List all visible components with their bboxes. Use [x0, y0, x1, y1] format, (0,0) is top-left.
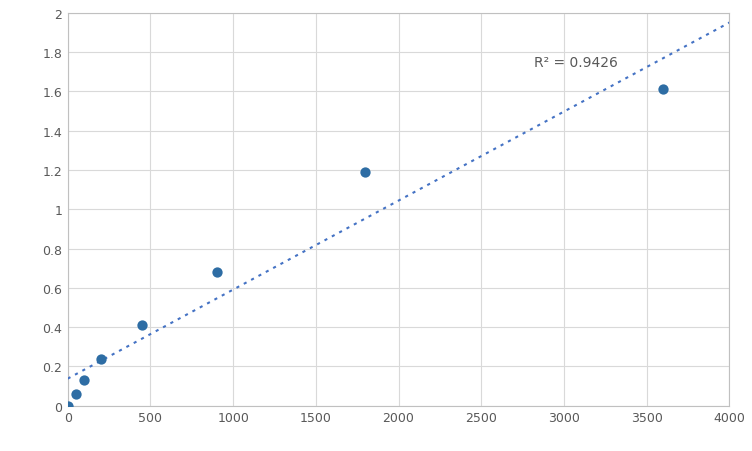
Point	[62, 402, 74, 410]
Point	[70, 391, 82, 398]
Point	[657, 87, 669, 94]
Text: R² = 0.9426: R² = 0.9426	[534, 55, 618, 69]
Point	[95, 355, 107, 363]
Point	[136, 322, 148, 329]
Point	[211, 269, 223, 276]
Point	[359, 169, 371, 176]
Point	[78, 377, 90, 384]
